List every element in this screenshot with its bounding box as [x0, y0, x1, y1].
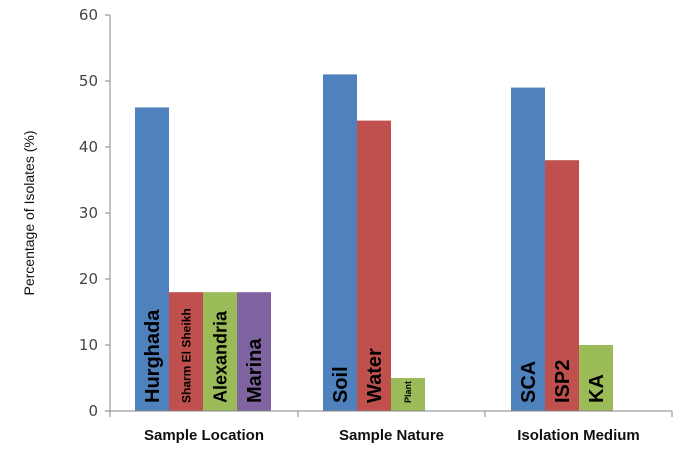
- y-tick-label: 50: [79, 72, 98, 90]
- y-tick-label: 0: [88, 402, 98, 420]
- bar: [579, 345, 613, 411]
- bar-label: Hurghada: [142, 309, 164, 403]
- category-label: Sample Nature: [339, 427, 444, 444]
- bar-label: Alexandria: [210, 310, 230, 403]
- bar-label: KA: [586, 374, 608, 403]
- bar: [391, 378, 425, 411]
- bar: [135, 107, 169, 412]
- category-label: Isolation Medium: [517, 427, 640, 444]
- bar-label: Plant: [403, 381, 413, 403]
- bar: [511, 87, 545, 411]
- bars: [135, 74, 613, 412]
- bar-label: SCA: [518, 361, 540, 403]
- y-tick-label: 60: [79, 6, 98, 24]
- bar-labels: Hurghada Sharm El Sheikh Alexandria Marina S…: [142, 308, 608, 403]
- bar-label: ISP2: [552, 360, 574, 403]
- bar-label: Marina: [244, 338, 266, 403]
- bar: [169, 292, 203, 411]
- bar: [357, 120, 391, 411]
- bar-label: Soil: [330, 366, 352, 403]
- bar-label: Sharm El Sheikh: [179, 308, 193, 403]
- y-tick-label: 30: [79, 204, 98, 222]
- bar: [203, 292, 237, 411]
- y-tick-label: 10: [79, 336, 98, 354]
- bar: [323, 74, 357, 412]
- bar: [545, 160, 579, 411]
- category-label: Sample Location: [144, 427, 264, 444]
- y-tick-label: 20: [79, 270, 98, 288]
- y-tick-label: 40: [79, 138, 98, 156]
- y-axis-label: Percentage of Isolates (%): [21, 131, 37, 296]
- bar-label: Water: [364, 348, 386, 403]
- x-axis: Sample Location Sample Nature Isolation Me…: [109, 410, 673, 444]
- bar: [237, 292, 271, 411]
- y-axis: 0 10 20 30 40 50 60: [79, 6, 111, 420]
